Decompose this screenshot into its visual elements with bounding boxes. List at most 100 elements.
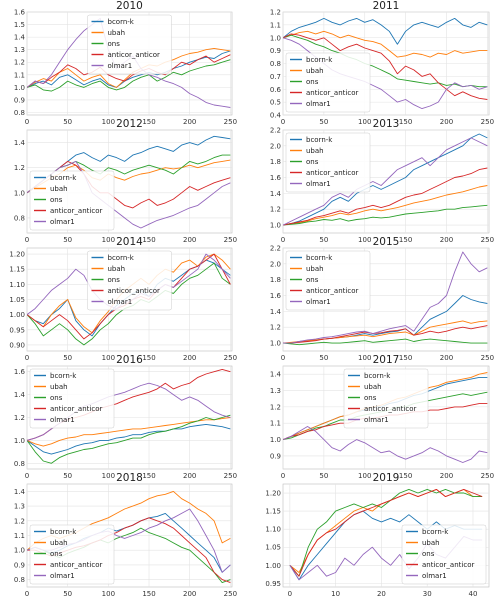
y-tick-label: 1.8 [270, 158, 281, 166]
y-tick-label: 2.2 [270, 245, 281, 253]
x-tick-label: 200 [183, 118, 196, 126]
legend-label: bcorn-k [306, 56, 333, 64]
y-tick-label: 0.9 [14, 96, 25, 104]
legend-box [285, 52, 371, 113]
y-tick-label: 1.4 [270, 190, 282, 198]
series-line-anticor_anticor [283, 167, 488, 226]
panel-title: 2014 [116, 236, 143, 248]
y-tick-label: 1.0 [14, 547, 25, 555]
legend: bcorn-k ubah ons anticor_anticor olmar1 [343, 368, 429, 429]
legend-label: anticor_anticor [306, 89, 358, 97]
legend-label: anticor_anticor [306, 169, 358, 177]
y-tick-label: 1.10 [265, 526, 281, 534]
y-tick-label: 1.2 [270, 206, 281, 214]
legend-box [285, 132, 371, 193]
panel-title: 2015 [373, 236, 400, 248]
series-line-olmar1 [283, 137, 488, 226]
legend: bcorn-k ubah ons anticor_anticor olmar1 [29, 524, 115, 585]
x-tick-label: 100 [102, 118, 115, 126]
y-tick-label: 1.05 [9, 296, 25, 304]
y-tick-label: 1.4 [270, 371, 282, 379]
y-tick-label: 1.2 [270, 403, 281, 411]
x-tick-label: 150 [142, 590, 155, 598]
legend-label: ubah [108, 265, 126, 273]
legend-label: anticor_anticor [422, 561, 474, 569]
x-tick-label: 200 [440, 236, 453, 244]
series-line-ubah [283, 320, 488, 344]
legend-label: anticor_anticor [50, 561, 102, 569]
legend-label: anticor_anticor [108, 287, 160, 295]
legend-box [285, 250, 371, 311]
x-tick-label: 150 [142, 472, 155, 480]
legend-label: olmar1 [306, 100, 331, 108]
x-tick-label: 150 [399, 236, 412, 244]
legend-box [29, 368, 115, 429]
y-tick-label: 1.6 [270, 174, 282, 182]
y-tick-label: 0.8 [14, 460, 25, 468]
y-tick-label: 0.95 [9, 326, 25, 334]
y-tick-label: 1.2 [14, 414, 25, 422]
x-tick-label: 0 [25, 590, 29, 598]
x-tick-label: 150 [142, 236, 155, 244]
panel-title: 2017 [373, 354, 400, 366]
y-tick-label: 1.20 [9, 251, 25, 259]
x-tick-label: 150 [399, 118, 412, 126]
y-tick-label: 1.15 [265, 508, 281, 516]
x-tick-label: 50 [63, 354, 72, 362]
x-tick-label: 100 [358, 236, 371, 244]
legend-box [29, 524, 115, 585]
panel-title: 2013 [373, 118, 400, 130]
x-tick-label: 250 [481, 236, 494, 244]
series-line-ons [27, 414, 231, 464]
x-tick-label: 100 [358, 118, 371, 126]
legend-label: olmar1 [306, 298, 331, 306]
panel-title: 2012 [116, 118, 143, 130]
x-tick-label: 200 [440, 118, 453, 126]
y-tick-label: 1.15 [9, 266, 25, 274]
series-line-anticor_anticor [27, 54, 231, 88]
legend-label: ubah [306, 147, 324, 155]
legend-label: bcorn-k [422, 528, 449, 536]
legend: bcorn-k ubah ons anticor_anticor olmar1 [285, 250, 371, 311]
x-tick-label: 250 [224, 118, 237, 126]
series-line-olmar1 [283, 251, 488, 344]
series-line-olmar1 [283, 426, 488, 463]
legend-label: ons [422, 550, 435, 558]
y-tick-label: 2.0 [270, 260, 281, 268]
y-tick-label: 1.3 [270, 387, 281, 395]
y-tick-label: 1.5 [14, 21, 25, 29]
x-tick-label: 50 [319, 118, 328, 126]
legend-label: anticor_anticor [50, 207, 102, 215]
panel-9: 0 10 20 30 40 0.95 1.00 1.05 1.10 1.15 1.20 2019 bco… [265, 472, 490, 598]
y-tick-label: 0.8 [14, 109, 25, 117]
panel-title: 2011 [373, 0, 400, 12]
panel-3: 0 50 100 150 200 250 1.0 1.2 1.4 1.6 1.8 2.0 2.2 2013… [270, 118, 494, 244]
legend-label: bcorn-k [50, 174, 77, 182]
x-tick-label: 0 [288, 590, 292, 598]
y-tick-label: 1.3 [14, 46, 25, 54]
series-line-ubah [283, 185, 488, 226]
legend-label: bcorn-k [108, 254, 135, 262]
x-tick-label: 100 [102, 354, 115, 362]
x-tick-label: 200 [183, 590, 196, 598]
series-line-ons [283, 204, 488, 226]
panel-title: 2018 [116, 472, 143, 484]
legend-label: olmar1 [50, 218, 75, 226]
legend-label: anticor_anticor [306, 287, 358, 295]
y-tick-label: 1.8 [270, 276, 281, 284]
x-tick-label: 150 [399, 354, 412, 362]
legend-label: bcorn-k [306, 254, 333, 262]
series-line-ons [289, 488, 483, 577]
y-tick-label: 1.00 [9, 311, 25, 319]
y-tick-label: 0.90 [9, 341, 25, 349]
y-tick-label: 1.2 [14, 517, 25, 525]
y-tick-label: 1.1 [14, 532, 25, 540]
x-tick-label: 150 [142, 354, 155, 362]
legend-label: ons [108, 40, 121, 48]
y-tick-label: 1.1 [14, 71, 25, 79]
x-tick-label: 0 [281, 118, 285, 126]
y-tick-label: 1.4 [14, 488, 26, 496]
series-line-ons [283, 338, 488, 346]
panel-1: 0 50 100 150 200 250 0.4 0.5 0.6 0.7 0.8 0.9 1.0 1.1 1… [270, 0, 494, 126]
